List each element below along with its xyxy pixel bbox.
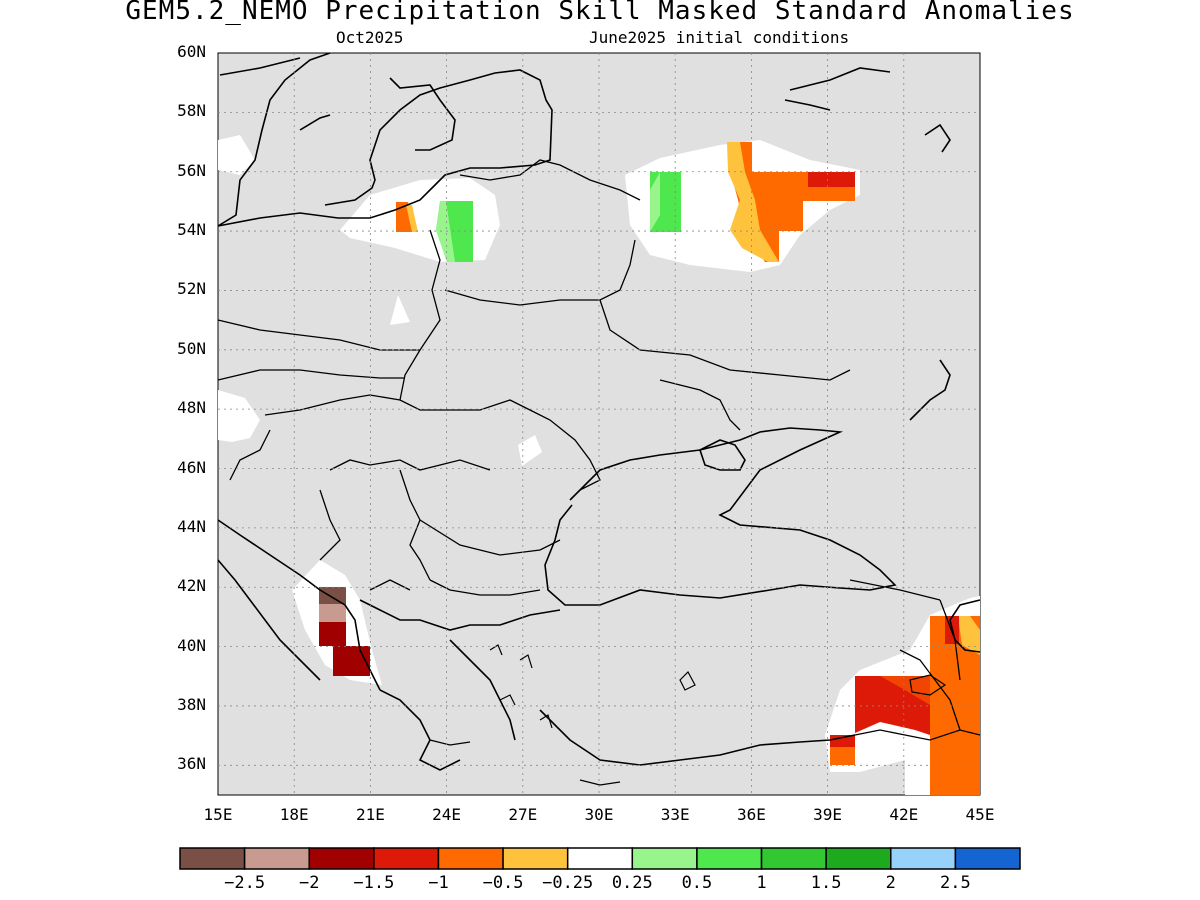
lat-tick-label: 54N bbox=[177, 220, 206, 240]
colorbar-swatch bbox=[308, 847, 375, 870]
lon-tick-label: 27E bbox=[508, 805, 538, 824]
colorbar-label: −0.5 bbox=[482, 873, 524, 893]
lat-tick-label: 48N bbox=[177, 398, 206, 418]
lon-tick-label: 36E bbox=[736, 805, 766, 824]
colorbar-label: −0.25 bbox=[542, 873, 594, 893]
colorbar-swatch bbox=[566, 847, 634, 870]
anomaly-cells bbox=[319, 142, 980, 795]
colorbar-swatch bbox=[890, 847, 957, 870]
lat-tick-label: 46N bbox=[177, 457, 206, 477]
colorbar-swatch bbox=[760, 847, 827, 870]
colorbar-swatch bbox=[437, 847, 504, 870]
lon-tick-label: 21E bbox=[355, 805, 385, 824]
colorbar-swatch bbox=[243, 847, 310, 870]
colorbar-swatch bbox=[502, 847, 569, 870]
lat-tick-label: 58N bbox=[177, 101, 206, 121]
colorbar-swatch bbox=[631, 847, 698, 870]
lat-tick-label: 44N bbox=[177, 516, 206, 536]
colorbar-label: 2.5 bbox=[940, 873, 971, 893]
lon-tick-label: 42E bbox=[889, 805, 919, 824]
borders bbox=[217, 159, 981, 741]
lat-tick-label: 56N bbox=[177, 160, 206, 180]
gridlines bbox=[218, 53, 980, 795]
colorbar-swatch bbox=[696, 847, 763, 870]
colorbar-label: −2 bbox=[298, 873, 320, 893]
colorbar-swatch bbox=[373, 847, 440, 870]
coastlines bbox=[217, 52, 981, 771]
colorbar-swatch bbox=[825, 847, 892, 870]
lat-tick-label: 36N bbox=[177, 754, 206, 774]
colorbar-swatch bbox=[954, 847, 1021, 870]
lat-tick-label: 38N bbox=[177, 694, 206, 714]
lat-tick-label: 50N bbox=[177, 338, 206, 358]
colorbar-label: 1.5 bbox=[810, 873, 842, 893]
lon-tick-label: 45E bbox=[965, 805, 995, 824]
colorbar-label: −1 bbox=[428, 873, 449, 893]
colorbar-label: 0.25 bbox=[611, 873, 653, 893]
lon-tick-label: 24E bbox=[432, 805, 462, 824]
colorbar-label: −1.5 bbox=[353, 873, 395, 893]
lat-tick-label: 60N bbox=[177, 42, 206, 61]
colorbar-label: −2.5 bbox=[224, 873, 266, 893]
colorbar-label: 2 bbox=[885, 873, 896, 893]
lat-tick-label: 52N bbox=[177, 279, 206, 299]
lon-tick-label: 30E bbox=[584, 805, 614, 824]
islands bbox=[429, 644, 947, 786]
colorbar-label: 1 bbox=[756, 873, 767, 893]
lon-tick-label: 15E bbox=[203, 805, 233, 824]
colorbar-label: 0.5 bbox=[681, 873, 713, 893]
lon-tick-label: 18E bbox=[279, 805, 309, 824]
map-title: GEM5.2_NEMO Precipitation Skill Masked S… bbox=[125, 0, 1075, 26]
init-conditions-label: June2025 initial conditions bbox=[589, 28, 850, 47]
lon-tick-label: 39E bbox=[813, 805, 843, 824]
lat-tick-label: 42N bbox=[177, 576, 206, 596]
lon-tick-label: 33E bbox=[660, 805, 690, 824]
colorbar-swatch bbox=[179, 847, 246, 870]
lat-tick-label: 40N bbox=[177, 635, 206, 655]
valid-month-label: Oct2025 bbox=[336, 28, 404, 47]
